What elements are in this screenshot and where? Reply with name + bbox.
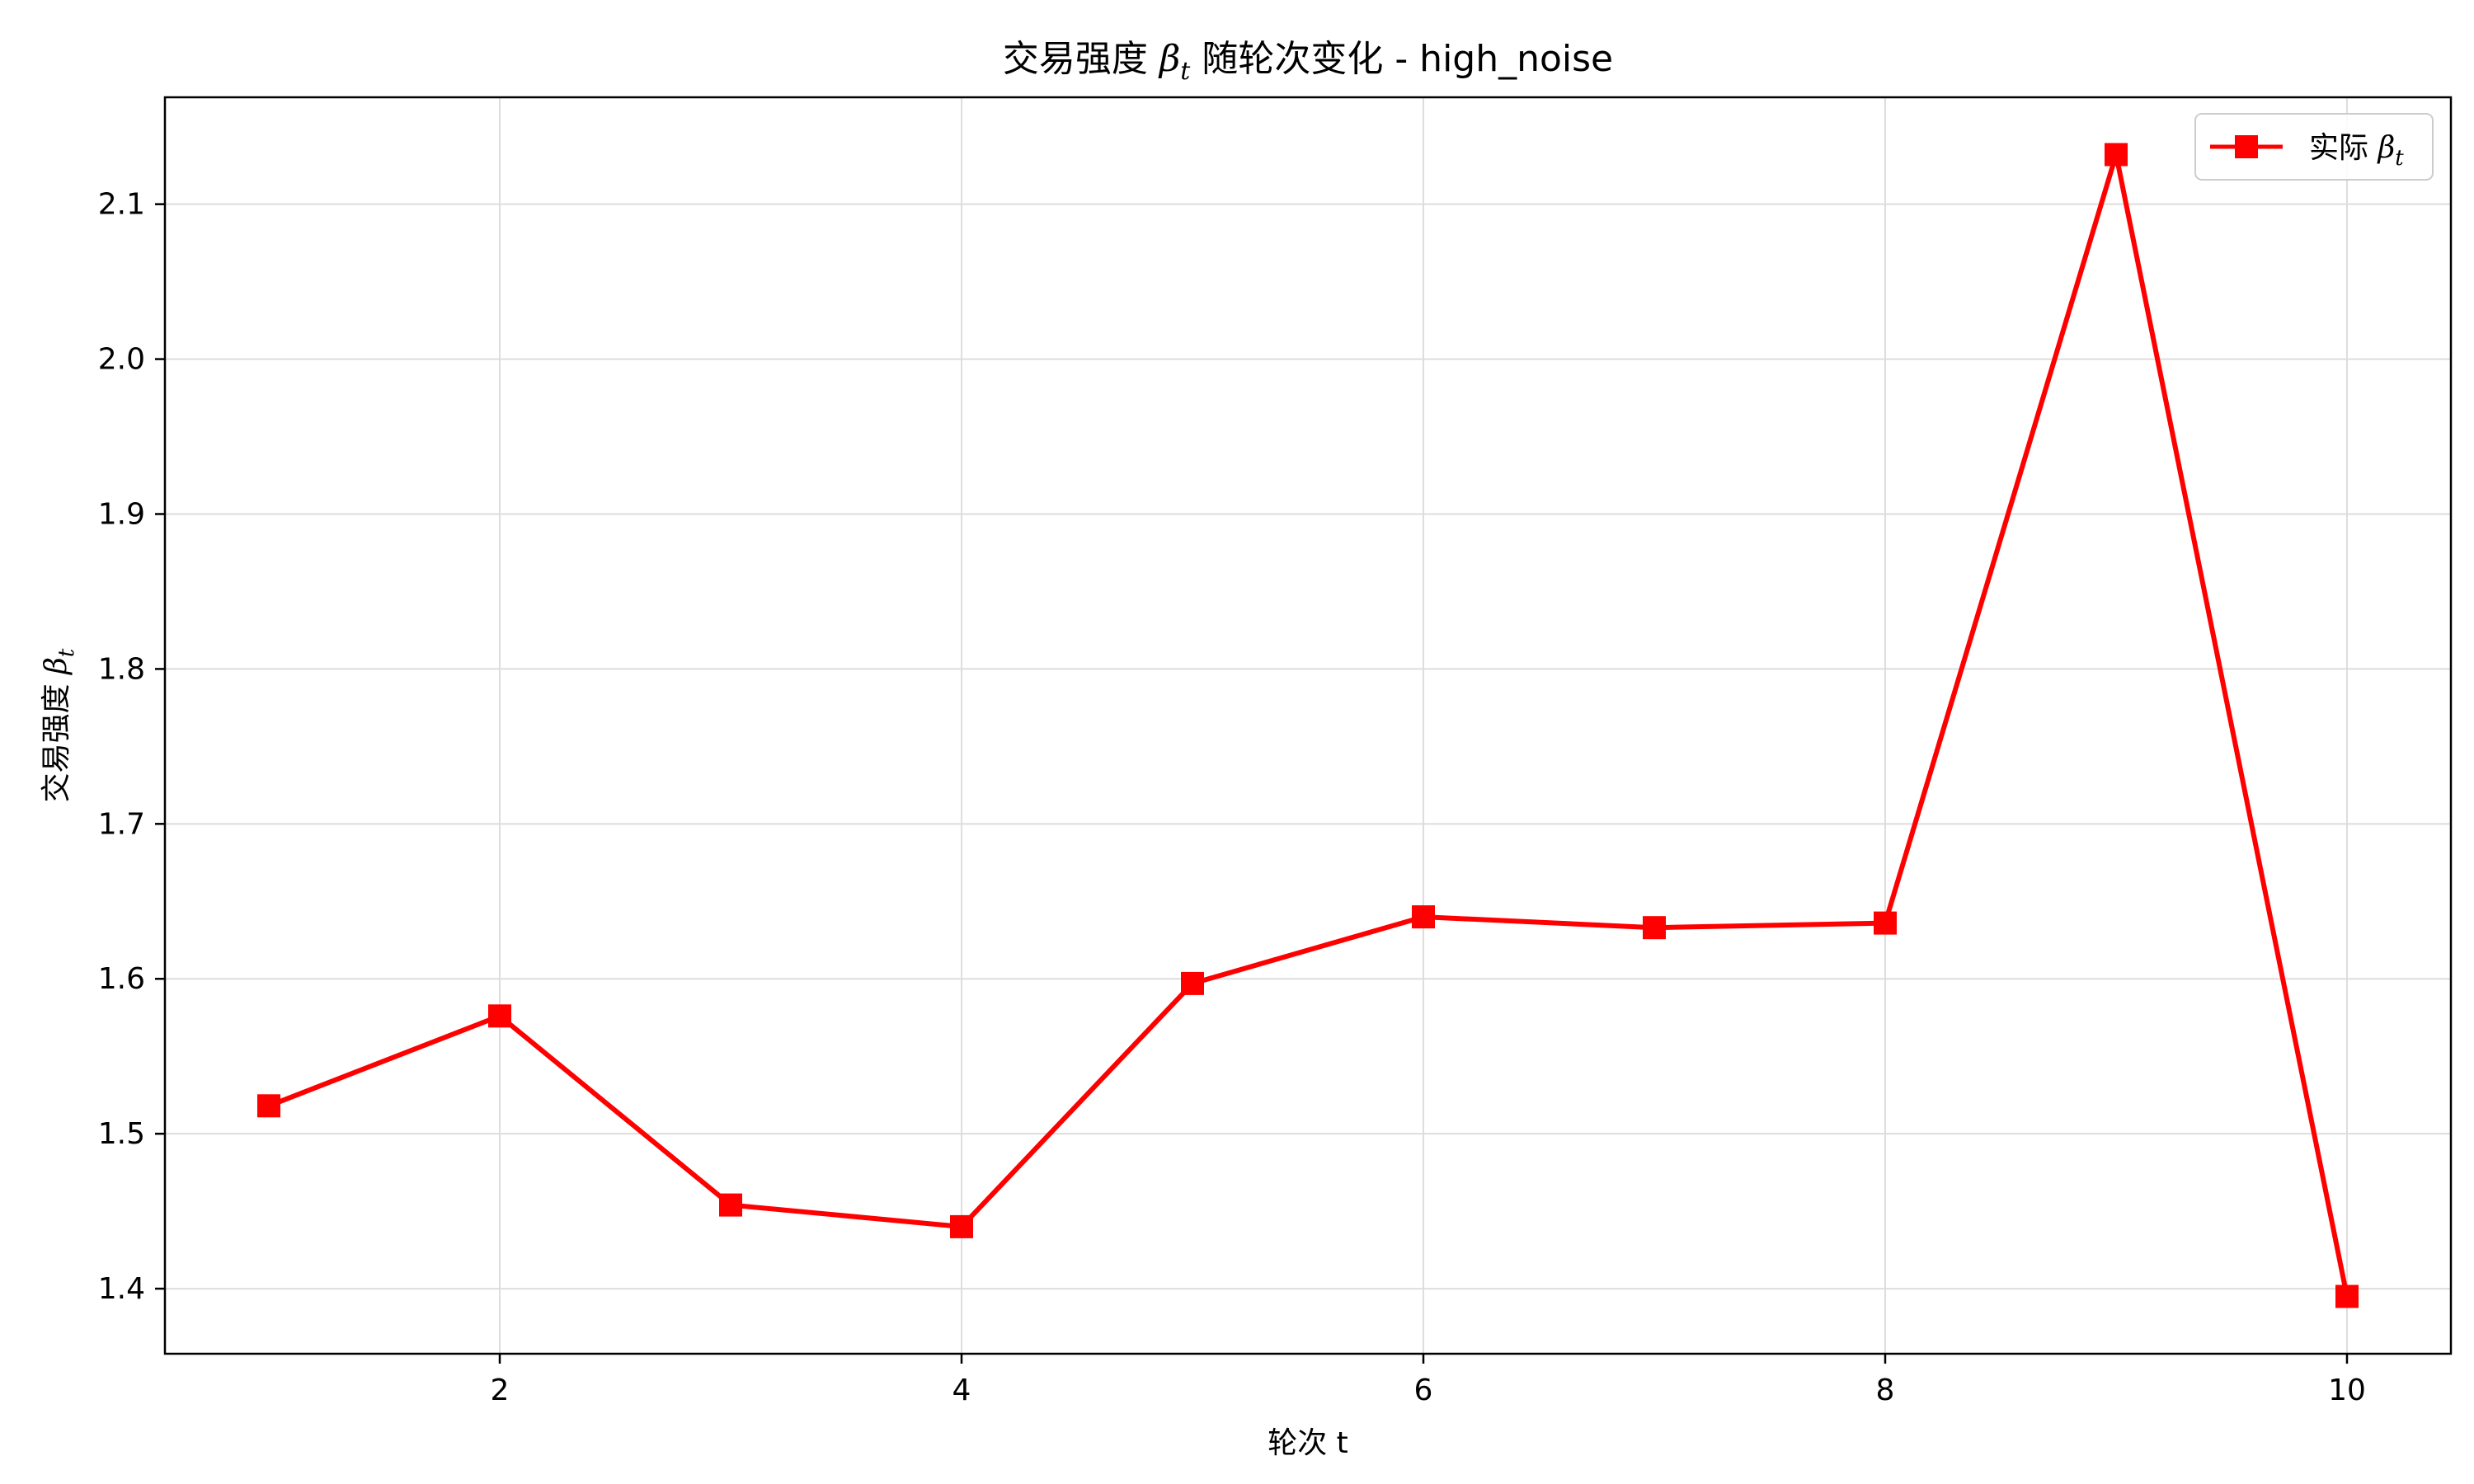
y-tick-label: 1.9	[98, 497, 145, 531]
data-point	[1181, 971, 1204, 995]
plot-frame	[163, 96, 2453, 1355]
y-axis-title-prefix: 交易强度	[40, 674, 73, 802]
data-point	[719, 1193, 742, 1217]
y-tick-label: 1.6	[98, 962, 145, 996]
data-point	[1874, 911, 1897, 935]
y-axis-ticks: 1.4 1.5 1.6 1.7 1.8 1.9 2.0 2.1	[98, 188, 165, 1306]
x-tick-label: 6	[1414, 1374, 1433, 1407]
legend-label: 实际 βt	[2309, 131, 2404, 171]
x-tick-label: 8	[1876, 1374, 1895, 1407]
chart-title-prefix: 交易强度	[1003, 38, 1159, 80]
y-axis-title-math-sub: t	[54, 648, 79, 657]
grid-lines	[165, 97, 2451, 1354]
y-tick-label: 1.5	[98, 1117, 145, 1151]
series-layer	[257, 143, 2359, 1308]
legend-label-math-sub: t	[2395, 146, 2404, 171]
x-axis-ticks: 2 4 6 8 10	[491, 1354, 2366, 1407]
data-point	[2105, 143, 2128, 167]
data-point	[950, 1214, 973, 1238]
y-tick-label: 2.0	[98, 343, 145, 377]
y-tick-label: 2.1	[98, 188, 145, 222]
legend-label-prefix: 实际	[2309, 131, 2378, 165]
chart-title-math-sub: t	[1180, 57, 1191, 86]
legend-marker	[2235, 135, 2258, 158]
y-tick-label: 1.8	[98, 652, 145, 686]
data-point	[2335, 1284, 2359, 1308]
series-line	[266, 152, 2349, 1299]
data-point	[257, 1094, 280, 1118]
x-axis-title: 轮次 t	[1268, 1426, 1348, 1460]
chart-title-suffix: 随轮次变化 - high_noise	[1190, 38, 1613, 80]
y-tick-label: 1.7	[98, 807, 145, 841]
x-tick-label: 10	[2328, 1374, 2366, 1407]
data-point	[1412, 905, 1435, 929]
y-axis-title: 交易强度 βt	[40, 648, 79, 802]
data-point	[488, 1004, 511, 1028]
data-point	[1643, 916, 1666, 940]
legend-box	[2194, 113, 2434, 181]
chart-title-math: β	[1158, 38, 1180, 80]
y-axis-title-math: β	[40, 657, 73, 676]
chart-title: 交易强度 βt 随轮次变化 - high_noise	[1003, 38, 1613, 86]
y-tick-label: 1.4	[98, 1272, 145, 1306]
x-tick-label: 2	[491, 1374, 510, 1407]
legend: 实际 βt	[2194, 113, 2434, 181]
x-tick-label: 4	[952, 1374, 971, 1407]
legend-label-math: β	[2376, 131, 2395, 165]
